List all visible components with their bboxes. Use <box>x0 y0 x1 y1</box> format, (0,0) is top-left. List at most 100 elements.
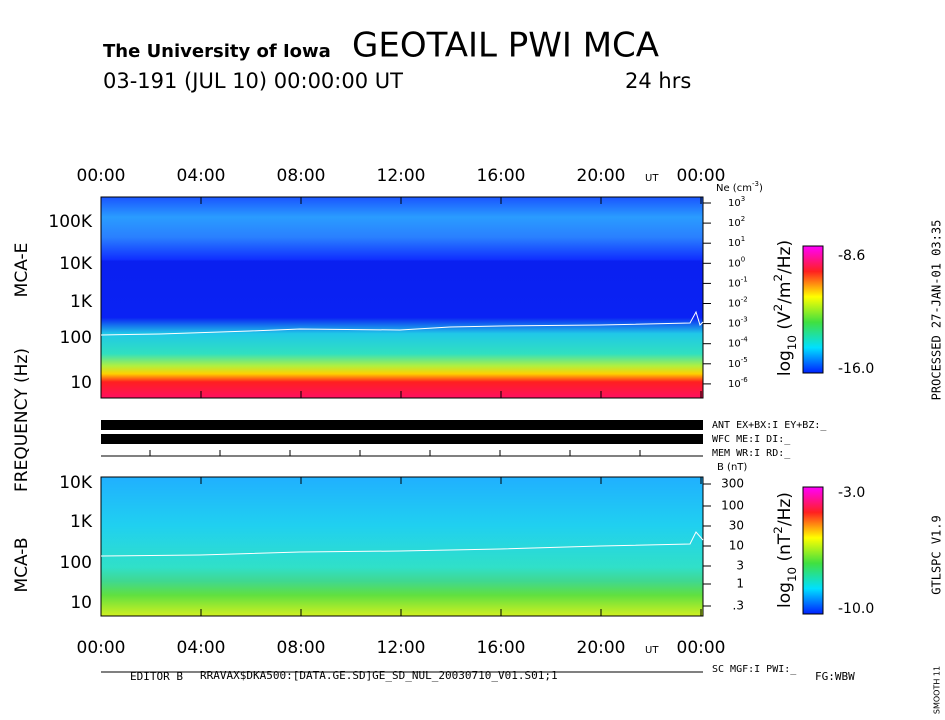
freq-label: 1K <box>70 512 93 532</box>
text-part: 0 <box>741 255 745 263</box>
colorbar-title: log10 (nT2/Hz) <box>771 492 799 608</box>
ne-label: 10-5 <box>728 356 748 370</box>
time-label: 12:00 <box>377 166 426 186</box>
b-label: 100 <box>721 499 744 513</box>
ne-label: 100 <box>728 255 745 269</box>
text-part: 2 <box>771 274 785 282</box>
b-label: 3 <box>736 559 744 573</box>
text-part: -2 <box>741 296 748 304</box>
ne-label: 102 <box>728 215 745 229</box>
colorbar-min: -16.0 <box>838 361 874 377</box>
text-part: -3 <box>741 316 748 324</box>
file: RRAVAX$DKA500:[DATA.GE.SD]GE_SD_NUL_2003… <box>200 669 558 682</box>
smooth: SMOOTH 11 <box>933 666 942 714</box>
text-part: 2 <box>771 526 785 534</box>
text-part: /m <box>775 282 795 304</box>
b-label: .3 <box>733 599 744 613</box>
text-part: 10 <box>785 567 799 582</box>
text-part: 10 <box>728 258 741 269</box>
text-part: 2 <box>771 304 785 312</box>
version: GTLSPC V1.9 <box>930 515 944 594</box>
text-part: 10 <box>728 299 741 310</box>
time-label: 00:00 <box>677 638 726 658</box>
time-label: 16:00 <box>477 166 526 186</box>
colorbar-title: log10 (V2/m2/Hz) <box>771 240 799 376</box>
ne-label: 10-6 <box>728 376 748 390</box>
freq-label: 100 <box>60 328 92 348</box>
text-part: 10 <box>785 335 799 350</box>
ne-label: 101 <box>728 235 745 249</box>
freq-label: 10 <box>70 593 92 613</box>
e-spectrogram <box>100 196 704 399</box>
b-label: 300 <box>721 477 744 491</box>
text-part: (V <box>775 311 795 335</box>
text-part: 10 <box>728 379 741 390</box>
processed: PROCESSED 27-JAN-01 03:35 <box>930 220 944 401</box>
b-label: 30 <box>729 519 744 533</box>
freq-label: 100K <box>48 212 92 232</box>
text-part: 10 <box>728 238 741 249</box>
ne-title: Ne (cm-3) <box>716 180 763 194</box>
time-label: 20:00 <box>577 638 626 658</box>
ne-label: 10-2 <box>728 296 748 310</box>
text-part: 2 <box>741 215 745 223</box>
b-field-trace <box>100 531 704 557</box>
text-part: (nT <box>775 533 795 567</box>
ne-label: 10-3 <box>728 316 748 330</box>
text-part: ) <box>759 183 763 194</box>
time-unit: UT <box>645 173 659 184</box>
panel-name: MCA-E <box>12 243 32 298</box>
time-label: 12:00 <box>377 638 426 658</box>
ne-label: 103 <box>728 195 745 209</box>
b-spectrogram <box>100 476 704 617</box>
b-label: 1 <box>736 577 744 591</box>
time-label: 20:00 <box>577 166 626 186</box>
text-part: 10 <box>728 198 741 209</box>
span: 24 hrs <box>625 69 691 93</box>
text-part: 10 <box>728 359 741 370</box>
institution: The University of Iowa <box>103 41 331 62</box>
b-colorbar <box>802 486 824 615</box>
wfc-bar <box>101 434 703 444</box>
time-unit: UT <box>645 645 659 656</box>
time-label: 00:00 <box>77 638 126 658</box>
y-title: FREQUENCY (Hz) <box>12 348 32 492</box>
time-label: 08:00 <box>277 638 326 658</box>
freq-label: 10K <box>59 254 93 274</box>
colorbar-min: -10.0 <box>838 601 874 617</box>
freq-label: 100 <box>60 553 92 573</box>
text-part: log <box>775 582 795 608</box>
text-part: /Hz) <box>775 240 795 274</box>
text-part: Ne (cm <box>716 183 752 194</box>
text-part: 10 <box>728 278 741 289</box>
text-part: -6 <box>741 376 749 384</box>
time-label: 16:00 <box>477 638 526 658</box>
status-ant: ANT EX+BX:I EY+BZ:_ <box>712 420 827 431</box>
status-mem: MEM WR:I RD:_ <box>712 448 791 459</box>
b-title: B (nT) <box>717 462 747 473</box>
colorbar-max: -8.6 <box>838 248 865 264</box>
status-sc: SC MGF:I PWI:_ <box>712 664 797 675</box>
time-label: 04:00 <box>177 166 226 186</box>
status-wfc: WFC ME:I DI:_ <box>712 434 791 445</box>
panel-name: MCA-B <box>12 538 32 593</box>
e-colorbar <box>802 245 824 374</box>
editor: EDITOR B <box>130 670 183 683</box>
freq-label: 1K <box>70 292 93 312</box>
text-part: 10 <box>728 319 741 330</box>
ne-label: 10-4 <box>728 336 748 350</box>
time-label: 04:00 <box>177 638 226 658</box>
text-part: /Hz) <box>775 492 795 526</box>
text-part: 10 <box>728 339 741 350</box>
title: GEOTAIL PWI MCA <box>352 26 659 66</box>
date: 03-191 (JUL 10) 00:00:00 UT <box>103 69 403 93</box>
fg: FG:WBW <box>815 670 855 683</box>
text-part: log <box>775 350 795 376</box>
text-part: 10 <box>728 218 741 229</box>
time-label: 08:00 <box>277 166 326 186</box>
time-label: 00:00 <box>77 166 126 186</box>
text-part: -3 <box>752 180 759 188</box>
time-label: 00:00 <box>677 166 726 186</box>
text-part: -4 <box>741 336 749 344</box>
text-part: 3 <box>741 195 745 203</box>
